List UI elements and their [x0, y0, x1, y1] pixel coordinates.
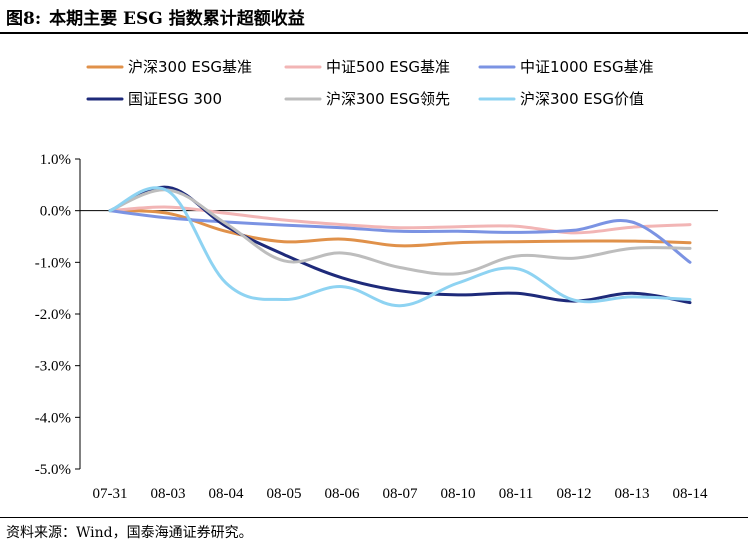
y-tick-label: -2.0% [35, 307, 71, 323]
x-tick-label: 08-12 [557, 486, 592, 502]
legend-item: 国证ESG 300 [86, 90, 222, 108]
x-tick-label: 08-03 [151, 486, 186, 502]
legend-label: 沪深300 ESG基准 [128, 58, 252, 76]
x-tick-label: 07-31 [93, 486, 128, 502]
chart-legend: 沪深300 ESG基准 中证500 ESG基准 中证1000 ESG基准国证ESG … [86, 58, 654, 108]
legend-item: 沪深300 ESG基准 [86, 58, 252, 76]
figure-title: 图8: 本期主要 ESG 指数累计超额收益 [6, 4, 305, 29]
series-line-5 [108, 188, 692, 276]
legend-label: 中证500 ESG基准 [326, 58, 450, 76]
legend-item: 沪深300 ESG领先 [284, 90, 450, 108]
x-tick-label: 08-13 [615, 486, 650, 502]
legend-label: 中证1000 ESG基准 [520, 58, 654, 76]
line-chart: 沪深300 ESG基准 中证500 ESG基准 中证1000 ESG基准国证ESG … [35, 58, 718, 502]
y-tick-label: -4.0% [35, 410, 71, 426]
bottom-rule [0, 517, 748, 518]
legend-item: 沪深300 ESG价值 [478, 90, 644, 108]
legend-label: 国证ESG 300 [128, 90, 222, 108]
series-line-1 [108, 209, 692, 248]
x-tick-label: 08-06 [325, 486, 360, 502]
legend-item: 中证500 ESG基准 [284, 58, 450, 76]
top-rule [0, 32, 748, 34]
y-axis: 1.0% 0.0% -1.0% -2.0% -3.0% -4.0% -5.0% [35, 152, 81, 478]
figure-title-text: 本期主要 ESG 指数累计超额收益 [49, 9, 305, 29]
series-line-3 [108, 209, 692, 264]
source-note: 资料来源：Wind，国泰海通证券研究。 [6, 525, 253, 541]
y-tick-label: 1.0% [40, 152, 71, 168]
x-tick-label: 08-04 [209, 486, 244, 502]
x-tick-label: 08-10 [441, 486, 476, 502]
series-lines [108, 185, 692, 308]
y-tick-label: -5.0% [35, 462, 71, 478]
x-axis: 07-31 08-03 08-04 08-05 08-06 08-07 08-10 08-11… [80, 210, 718, 502]
legend-label: 沪深300 ESG领先 [326, 90, 450, 108]
y-tick-label: 0.0% [40, 204, 71, 220]
figure-number: 图8: [6, 9, 42, 29]
x-tick-label: 08-05 [267, 486, 302, 502]
y-tick-label: -3.0% [35, 359, 71, 375]
x-tick-label: 08-14 [673, 486, 708, 502]
legend-item: 中证1000 ESG基准 [478, 58, 654, 76]
x-tick-label: 08-11 [499, 486, 533, 502]
y-tick-label: -1.0% [35, 255, 71, 271]
x-tick-label: 08-07 [383, 486, 418, 502]
series-line-6 [108, 186, 692, 308]
legend-label: 沪深300 ESG价值 [520, 90, 644, 108]
